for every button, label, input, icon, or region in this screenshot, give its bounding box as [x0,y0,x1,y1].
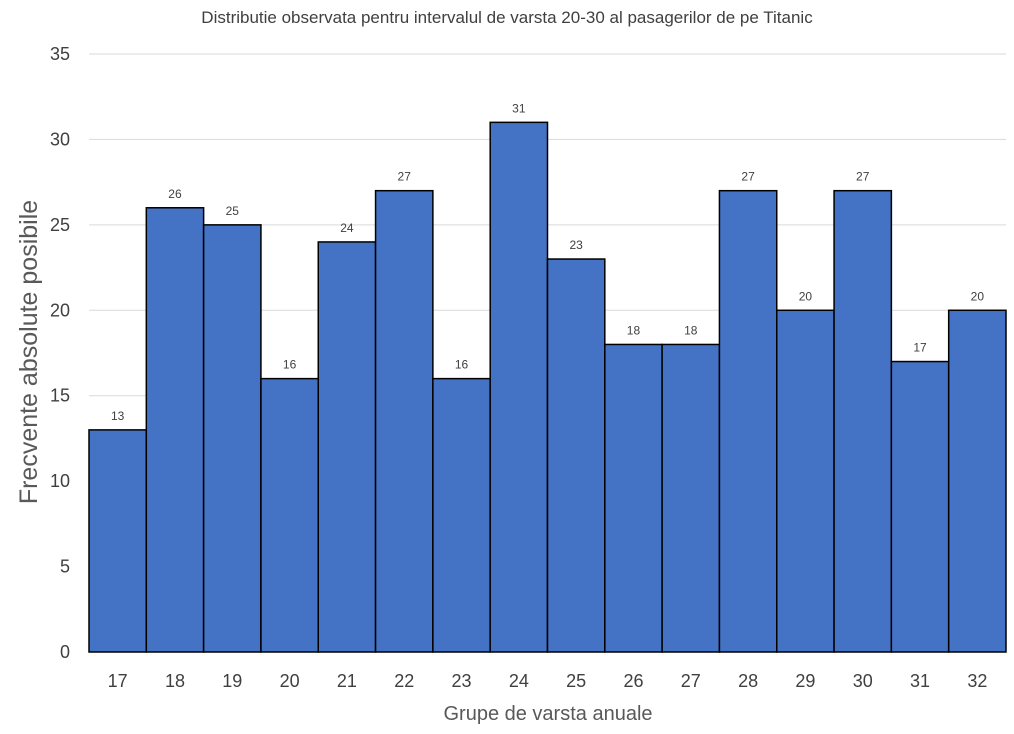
x-tick-label: 20 [280,671,300,691]
x-axis-ticks: 17 18 19 20 21 22 23 24 25 26 27 28 29 30 31 32 [108,671,988,691]
x-tick-label: 22 [394,671,414,691]
data-label: 16 [283,358,297,372]
x-tick-label: 32 [967,671,987,691]
bar [489,121,549,653]
data-label: 27 [856,170,870,184]
x-tick-label: 30 [853,671,873,691]
bar [661,343,721,653]
y-axis-title: Frecvente absolute posibile [15,200,43,504]
bar [890,360,950,653]
y-tick-label: 10 [50,471,70,491]
y-axis-ticks: 0 5 10 15 20 25 30 35 [50,44,70,662]
bar [317,241,377,653]
x-tick-label: 25 [566,671,586,691]
bar [145,207,205,653]
y-tick-label: 35 [50,44,70,64]
bar [833,189,893,653]
data-label: 16 [455,358,469,372]
bar [947,309,1007,653]
x-tick-label: 23 [452,671,472,691]
x-tick-label: 26 [623,671,643,691]
x-tick-label: 21 [337,671,357,691]
y-tick-label: 0 [60,642,70,662]
bar [604,343,663,653]
x-tick-label: 27 [681,671,701,691]
y-tick-label: 5 [60,557,70,577]
y-tick-label: 20 [50,300,70,320]
bars [88,121,1007,653]
x-tick-label: 19 [222,671,242,691]
data-label: 23 [569,238,583,252]
bar [432,377,491,653]
data-label: 31 [512,101,526,115]
x-tick-label: 24 [509,671,529,691]
data-label: 27 [741,170,755,184]
bar [260,377,319,653]
bar [202,224,262,653]
y-tick-label: 15 [50,386,70,406]
x-tick-label: 31 [910,671,930,691]
data-label: 24 [340,221,354,235]
x-tick-label: 18 [165,671,185,691]
data-label: 27 [398,170,412,184]
bar [546,258,606,653]
x-axis-title: Grupe de varsta anuale [443,703,652,725]
x-tick-label: 17 [108,671,128,691]
y-tick-label: 25 [50,215,70,235]
data-label: 20 [971,289,985,303]
bar [88,429,148,653]
data-label: 20 [799,289,813,303]
bar [374,189,434,653]
data-label: 18 [684,323,698,337]
data-label: 13 [111,409,125,423]
x-tick-label: 28 [738,671,758,691]
data-label: 26 [168,187,182,201]
bar [776,309,835,653]
data-label: 18 [627,323,641,337]
data-labels: 13 26 25 16 24 27 16 31 23 18 18 27 20 27 17 20 [111,101,984,423]
data-label: 25 [226,204,240,218]
x-tick-label: 29 [795,671,815,691]
bar [718,189,778,653]
data-label: 17 [913,341,927,355]
chart-title: Distributie observata pentru intervalul … [201,8,813,27]
y-tick-label: 30 [50,129,70,149]
